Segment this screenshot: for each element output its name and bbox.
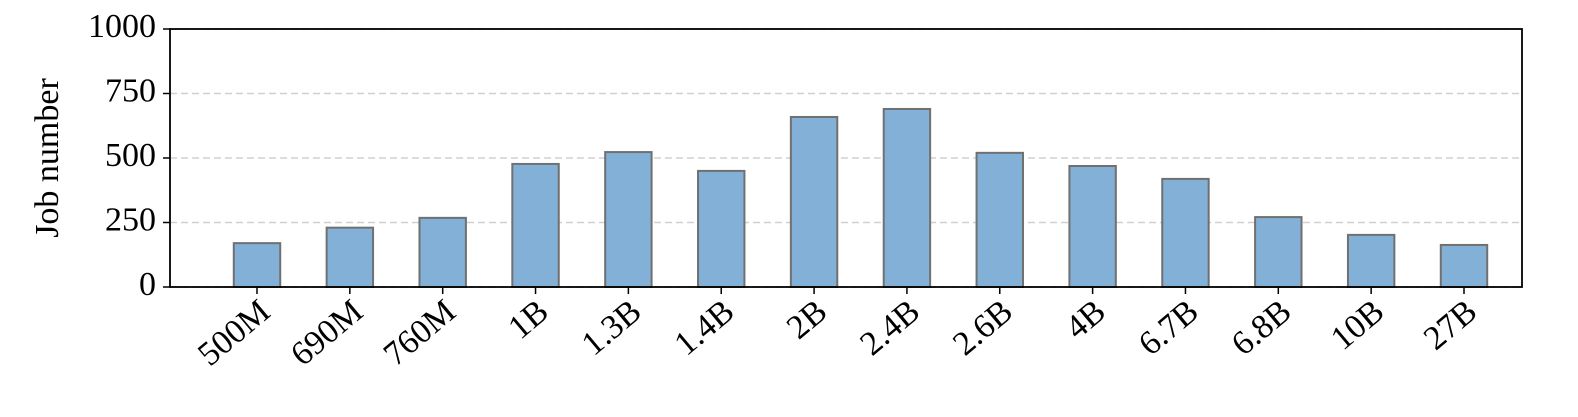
- x-tick-label: 6.8B: [1225, 293, 1299, 363]
- x-tick-label: 2B: [780, 293, 834, 347]
- bar: [325, 226, 375, 289]
- bar: [697, 169, 746, 288]
- x-tick-label: 2.4B: [853, 293, 927, 363]
- x-tick-label: 4B: [1059, 293, 1113, 347]
- bar: [1346, 233, 1396, 289]
- y-tick-label: 250: [105, 201, 156, 238]
- x-tick-label: 1.3B: [575, 293, 649, 363]
- bar: [604, 151, 653, 288]
- y-tick-label: 750: [105, 72, 156, 109]
- y-tick-label: 500: [105, 137, 156, 174]
- bar: [232, 242, 282, 288]
- y-tick-label: 1000: [88, 8, 156, 45]
- bar: [789, 115, 839, 288]
- bar: [975, 151, 1024, 288]
- x-tick-label: 10B: [1324, 293, 1391, 358]
- y-axis-label: Job number: [29, 78, 66, 238]
- x-tick-label: 760M: [377, 293, 463, 374]
- x-tick-label: 6.7B: [1132, 293, 1206, 363]
- bar: [1439, 243, 1489, 288]
- bar: [1161, 177, 1210, 288]
- bar: [1068, 164, 1117, 288]
- x-tick-label: 1.4B: [668, 293, 742, 363]
- plot-frame: [169, 28, 1523, 288]
- bar: [511, 162, 560, 289]
- y-tick-label: 0: [139, 266, 156, 303]
- x-tick-label: 690M: [284, 293, 370, 374]
- x-tick-label: 27B: [1417, 293, 1484, 358]
- x-tick-label: 1B: [502, 293, 556, 347]
- bar: [882, 107, 932, 289]
- bar: [1254, 216, 1303, 288]
- x-tick-label: 500M: [191, 293, 277, 374]
- bar: [418, 216, 467, 288]
- x-tick-label: 2.6B: [946, 293, 1020, 363]
